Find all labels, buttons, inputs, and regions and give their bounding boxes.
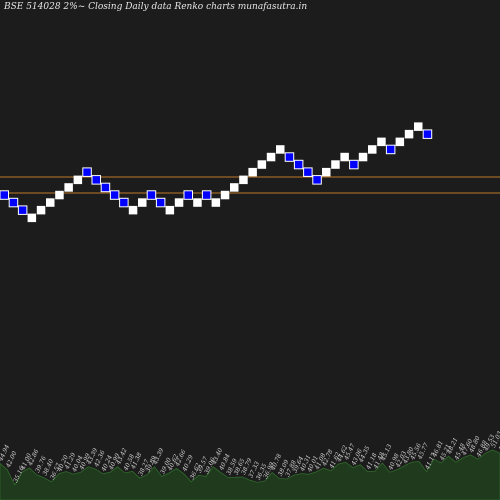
volume-area-shape <box>0 449 500 500</box>
down-brick <box>146 190 157 200</box>
volume-area <box>0 449 500 500</box>
up-brick <box>340 152 349 162</box>
up-brick <box>73 175 83 185</box>
down-brick <box>183 190 193 200</box>
up-brick <box>239 175 248 185</box>
up-brick <box>322 167 331 177</box>
down-brick <box>109 190 120 200</box>
up-brick <box>46 198 55 207</box>
volume-labels: 44.9442.0035.1641.0042.8639.7638.4036.57… <box>0 430 500 484</box>
down-brick <box>349 159 359 170</box>
up-brick <box>128 205 138 215</box>
up-brick <box>138 198 147 207</box>
renko-bricks <box>0 122 433 223</box>
down-brick <box>8 197 19 208</box>
down-brick <box>82 167 92 177</box>
down-brick <box>119 197 129 208</box>
up-brick <box>64 183 73 192</box>
up-brick <box>368 145 377 154</box>
up-brick <box>230 183 239 192</box>
up-brick <box>248 167 257 177</box>
up-brick <box>55 190 64 200</box>
up-brick <box>193 198 202 207</box>
down-brick <box>91 175 101 185</box>
up-brick <box>331 160 340 169</box>
up-brick <box>220 190 230 200</box>
up-brick <box>211 198 221 207</box>
volume-label: 51.03 <box>490 430 500 449</box>
up-brick <box>377 137 386 147</box>
up-brick <box>174 198 184 207</box>
up-brick <box>414 122 423 131</box>
volume-label: 44.94 <box>0 444 11 464</box>
down-brick <box>155 197 166 208</box>
down-brick <box>303 167 313 177</box>
down-brick <box>385 144 396 155</box>
down-brick <box>284 152 295 162</box>
down-brick <box>0 190 9 200</box>
up-brick <box>36 205 46 215</box>
down-brick <box>100 182 111 193</box>
up-brick <box>266 152 276 162</box>
down-brick <box>17 205 28 215</box>
up-brick <box>404 129 414 139</box>
down-brick <box>422 129 433 139</box>
up-brick <box>257 160 267 169</box>
up-brick <box>165 205 175 215</box>
up-brick <box>276 145 285 154</box>
up-brick <box>358 152 368 162</box>
up-brick <box>27 213 37 223</box>
down-brick <box>201 190 212 200</box>
reference-lines <box>0 176 500 194</box>
chart-title: BSE 514028 2%~ Closing Daily data Renko … <box>4 2 308 12</box>
up-brick <box>395 137 405 147</box>
down-brick <box>293 159 304 170</box>
down-brick <box>312 175 322 185</box>
